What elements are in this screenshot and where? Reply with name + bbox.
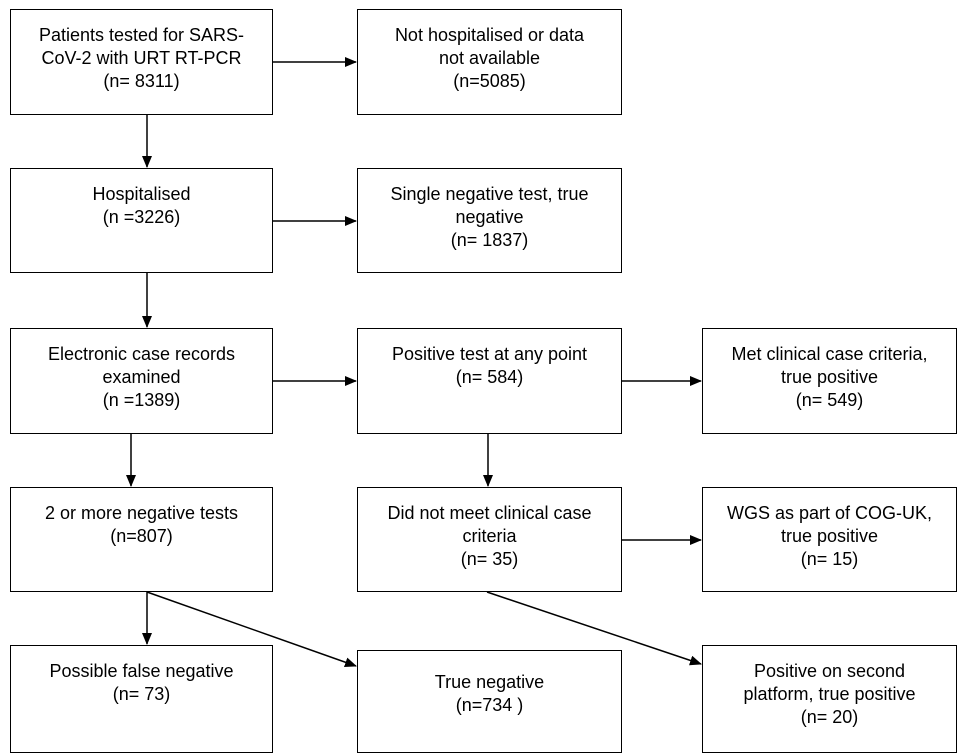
box-line: (n= 35)	[460, 549, 519, 569]
box-patients-tested-text: Patients tested for SARS- CoV-2 with URT…	[39, 24, 244, 93]
box-positive-any-point: Positive test at any point (n= 584)	[357, 328, 622, 434]
box-line: Met clinical case criteria,	[731, 344, 928, 364]
box-line: true positive	[780, 367, 879, 387]
box-positive-second-platform: Positive on second platform, true positi…	[702, 645, 957, 753]
box-line: Positive on second	[753, 661, 906, 681]
box-not-hospitalised-text: Not hospitalised or data not available (…	[395, 24, 584, 93]
box-line: Positive test at any point	[391, 344, 588, 364]
box-line: (n= 1837)	[450, 230, 529, 250]
arrow-twoneg-to-trueneg	[146, 591, 357, 668]
box-line: Did not meet clinical case	[387, 503, 592, 523]
box-wgs-cog-uk: WGS as part of COG-UK, true positive (n=…	[702, 487, 957, 592]
box-line: Hospitalised	[92, 184, 191, 204]
box-two-or-more-negative: 2 or more negative tests (n=807)	[10, 487, 273, 592]
box-line: (n= 8311)	[103, 71, 180, 91]
box-did-not-meet-criteria: Did not meet clinical case criteria (n= …	[357, 487, 622, 592]
box-line: Single negative test, true	[390, 184, 589, 204]
box-line: (n= 73)	[112, 684, 171, 704]
box-line: platform, true positive	[743, 684, 916, 704]
box-line: criteria	[462, 526, 517, 546]
box-positive-any-point-text: Positive test at any point (n= 584)	[392, 343, 587, 389]
box-line: (n=807)	[110, 526, 173, 546]
box-line: not available	[438, 48, 541, 68]
box-hospitalised: Hospitalised (n =3226)	[10, 168, 273, 273]
box-line: True negative	[434, 672, 545, 692]
box-line: examined	[102, 367, 181, 387]
box-single-negative: Single negative test, true negative (n= …	[357, 168, 622, 273]
box-line: 2 or more negative tests	[44, 503, 239, 523]
box-positive-second-platform-text: Positive on second platform, true positi…	[743, 660, 915, 729]
box-line: WGS as part of COG-UK,	[726, 503, 933, 523]
box-line: Possible false negative	[49, 661, 234, 681]
box-electronic-case-records-text: Electronic case records examined (n =138…	[48, 343, 235, 412]
box-line: (n= 584)	[455, 367, 524, 387]
box-single-negative-text: Single negative test, true negative (n= …	[390, 183, 588, 252]
box-true-negative-text: True negative (n=734 )	[435, 671, 544, 717]
box-line: (n=734 )	[455, 695, 524, 715]
box-line: true positive	[780, 526, 879, 546]
box-line: (n= 549)	[795, 390, 864, 410]
box-hospitalised-text: Hospitalised (n =3226)	[92, 183, 190, 229]
box-line: Patients tested for SARS-	[38, 25, 245, 45]
box-line: CoV-2 with URT RT-PCR	[41, 48, 242, 68]
box-line: (n =3226)	[102, 207, 181, 227]
box-not-hospitalised: Not hospitalised or data not available (…	[357, 9, 622, 115]
box-wgs-cog-uk-text: WGS as part of COG-UK, true positive (n=…	[727, 502, 932, 571]
box-line: (n= 20)	[800, 707, 859, 727]
box-met-clinical-criteria-text: Met clinical case criteria, true positiv…	[731, 343, 927, 412]
box-did-not-meet-criteria-text: Did not meet clinical case criteria (n= …	[387, 502, 591, 571]
box-possible-false-negative: Possible false negative (n= 73)	[10, 645, 273, 753]
box-electronic-case-records: Electronic case records examined (n =138…	[10, 328, 273, 434]
box-possible-false-negative-text: Possible false negative (n= 73)	[49, 660, 233, 706]
box-true-negative: True negative (n=734 )	[357, 650, 622, 753]
box-line: (n= 15)	[800, 549, 859, 569]
box-line: negative	[455, 207, 524, 227]
box-met-clinical-criteria: Met clinical case criteria, true positiv…	[702, 328, 957, 434]
box-line: Electronic case records	[47, 344, 236, 364]
box-line: (n =1389)	[102, 390, 181, 410]
box-line: Not hospitalised or data	[394, 25, 585, 45]
arrow-didnot-to-second	[486, 591, 702, 666]
box-line: (n=5085)	[453, 71, 526, 91]
box-patients-tested: Patients tested for SARS- CoV-2 with URT…	[10, 9, 273, 115]
box-two-or-more-negative-text: 2 or more negative tests (n=807)	[45, 502, 238, 548]
